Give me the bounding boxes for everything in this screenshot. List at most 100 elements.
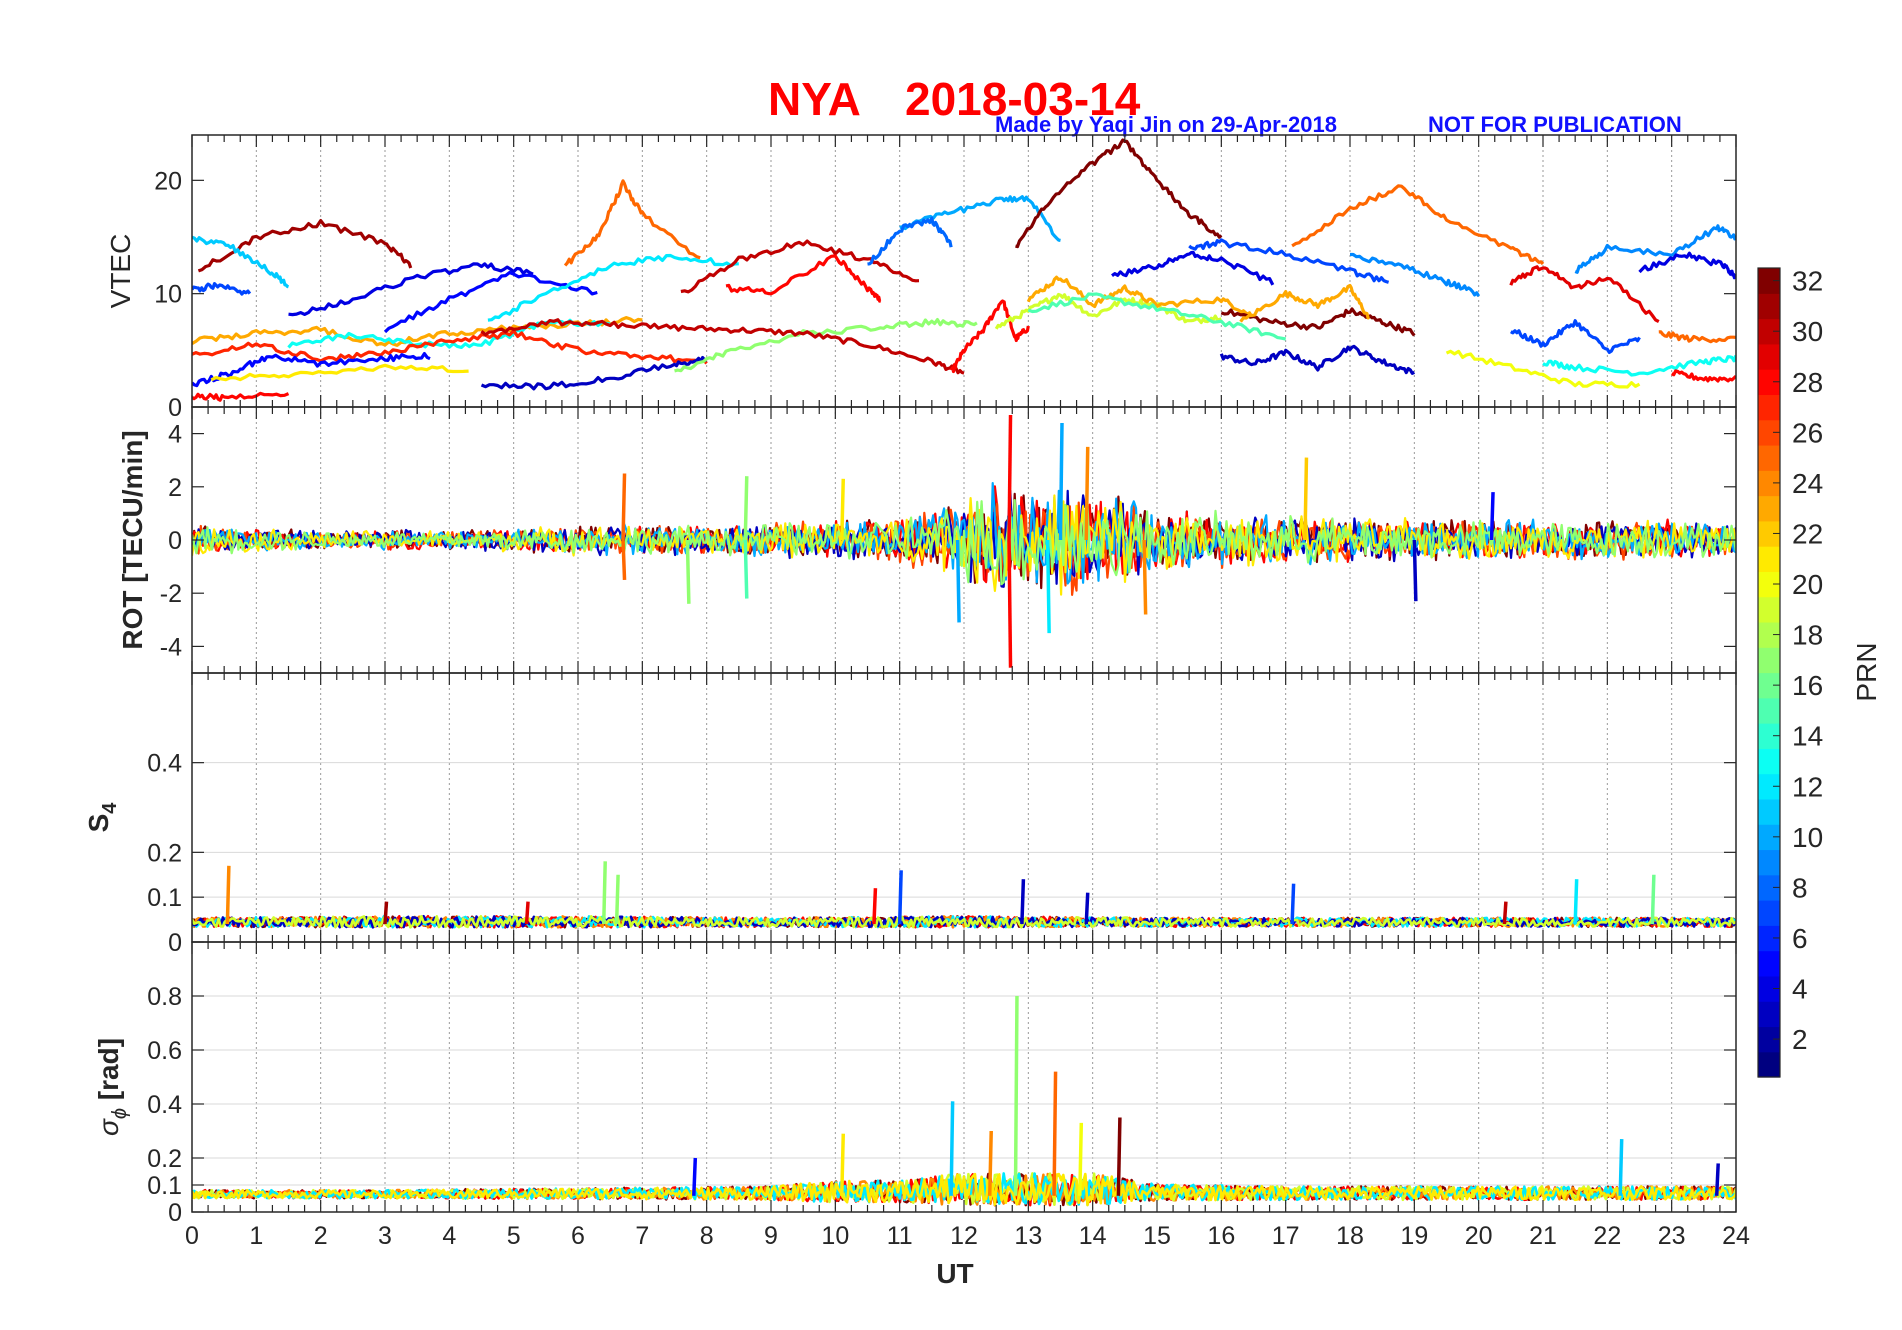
colorbar-segment [1758, 520, 1780, 547]
sigma_phi-spike [1052, 1071, 1058, 1196]
sigma_phi-spike [1618, 1139, 1624, 1196]
colorbar-segment [1758, 950, 1780, 977]
colorbar-tick-label: 30 [1792, 316, 1823, 347]
colorbar-segment [1758, 419, 1780, 446]
x-tick-label: 18 [1336, 1222, 1364, 1250]
colorbar-segment [1758, 824, 1780, 851]
rot-spike [1007, 414, 1013, 541]
colorbar-tick-label: 16 [1792, 670, 1823, 701]
colorbar-tick-label: 20 [1792, 569, 1823, 600]
colorbar-tick-label: 2 [1792, 1024, 1808, 1055]
sigma_phi-spike [840, 1133, 846, 1196]
x-tick-label: 13 [1014, 1222, 1042, 1250]
x-tick-label: 16 [1207, 1222, 1235, 1250]
vtec-series-line [680, 239, 920, 294]
y-tick-label: 0 [168, 527, 182, 555]
s4-spike [897, 870, 903, 925]
colorbar-segment [1758, 925, 1780, 952]
vtec-series-line [725, 254, 882, 303]
y-tick-label: 0.2 [147, 839, 182, 867]
plot-area-vtec [192, 138, 1736, 402]
vtec-series-line [192, 235, 290, 289]
colorbar-segment [1758, 495, 1780, 522]
colorbar-tick-label: 28 [1792, 367, 1823, 398]
vtec-series-line [1239, 283, 1371, 323]
colorbar-tick-label: 8 [1792, 872, 1808, 903]
s4-spike [1502, 901, 1508, 925]
panel-rot: -4 -2 0 2 4 ROT [TECU/min] [117, 406, 1737, 674]
vtec-series-line [1658, 330, 1736, 344]
vtec-series-line [1510, 319, 1641, 354]
vtec-series-line [192, 352, 431, 388]
colorbar-tick-label: 12 [1792, 771, 1823, 802]
vtec-series-line [994, 292, 1222, 330]
s4-spike [524, 901, 530, 925]
colorbar-segment [1758, 444, 1780, 471]
colorbar-segment [1758, 1026, 1780, 1053]
vtec-series-line [288, 262, 534, 317]
vtec-series-line [192, 282, 252, 296]
colorbar-segment [1758, 1001, 1780, 1028]
x-tick-label: 1 [249, 1222, 263, 1250]
y-tick-label: 0.1 [147, 1172, 182, 1200]
colorbar-segment [1758, 268, 1780, 294]
s4-spike [872, 888, 878, 925]
x-tick-label: 15 [1143, 1222, 1171, 1250]
y-tick-label: 0.4 [147, 1091, 182, 1119]
x-tick-label: 6 [571, 1222, 585, 1250]
sigma_phi-spike [949, 1101, 955, 1196]
rot-spike [743, 539, 749, 599]
vtec-series-line [1219, 344, 1416, 375]
publication-notice: NOT FOR PUBLICATION [1428, 112, 1682, 137]
x-tick-label: 5 [507, 1222, 521, 1250]
s4-spike [1573, 879, 1579, 925]
rot-spike [743, 476, 749, 541]
y-tick-label: 0.1 [147, 884, 182, 912]
sigma_phi-spike [692, 1157, 698, 1196]
colorbar-tick-label: 14 [1792, 721, 1823, 752]
colorbar-tick-label: 26 [1792, 417, 1823, 448]
rot-trace [192, 499, 1736, 586]
rot-spike [840, 478, 846, 541]
colorbar-tick-label: 6 [1792, 923, 1808, 954]
vtec-series-line [1670, 369, 1736, 383]
credit-line: Made by Yaqi Jin on 29-Apr-2018 [995, 112, 1337, 137]
vtec-series-line [1574, 224, 1736, 274]
vtec-series-line [1188, 238, 1390, 284]
colorbar-segment [1758, 697, 1780, 724]
vtec-series-line [563, 179, 701, 267]
colorbar-segment [1758, 773, 1780, 800]
colorbar-segment [1758, 874, 1780, 901]
y-tick-label: 2 [168, 474, 182, 502]
s4-trace [192, 914, 1736, 929]
y-tick-label: -2 [160, 580, 182, 608]
vtec-series-line [480, 355, 708, 391]
sigma_phi-spike [1116, 1117, 1122, 1196]
vtec-series-line [674, 318, 978, 373]
x-tick-label: 2 [314, 1222, 328, 1250]
y-axis-label: σϕ [rad] [93, 1038, 131, 1136]
y-tick-label: -4 [160, 633, 182, 661]
x-tick-label: 3 [378, 1222, 392, 1250]
y-tick-label: 0.8 [147, 983, 182, 1011]
colorbar-segment [1758, 318, 1780, 345]
x-tick-label: 19 [1400, 1222, 1428, 1250]
vtec-series-line [1542, 354, 1736, 377]
s4-spike [614, 874, 620, 925]
colorbar-frame [1757, 267, 1781, 1078]
vtec-series-line [1220, 307, 1416, 337]
rot-spike [1303, 457, 1309, 541]
vtec-series-line [1638, 251, 1736, 280]
colorbar-tick-label: 24 [1792, 468, 1823, 499]
vtec-series-line [192, 329, 708, 365]
s4-spike [1084, 892, 1090, 925]
colorbar-segment [1758, 293, 1780, 320]
s4-spike [225, 865, 231, 925]
vtec-series-line [1026, 275, 1255, 319]
colorbar-tick-label: 22 [1792, 518, 1823, 549]
s4-spike [601, 861, 607, 925]
x-tick-label: 9 [764, 1222, 778, 1250]
colorbar-segment [1758, 647, 1780, 674]
rot-spike [621, 473, 627, 541]
